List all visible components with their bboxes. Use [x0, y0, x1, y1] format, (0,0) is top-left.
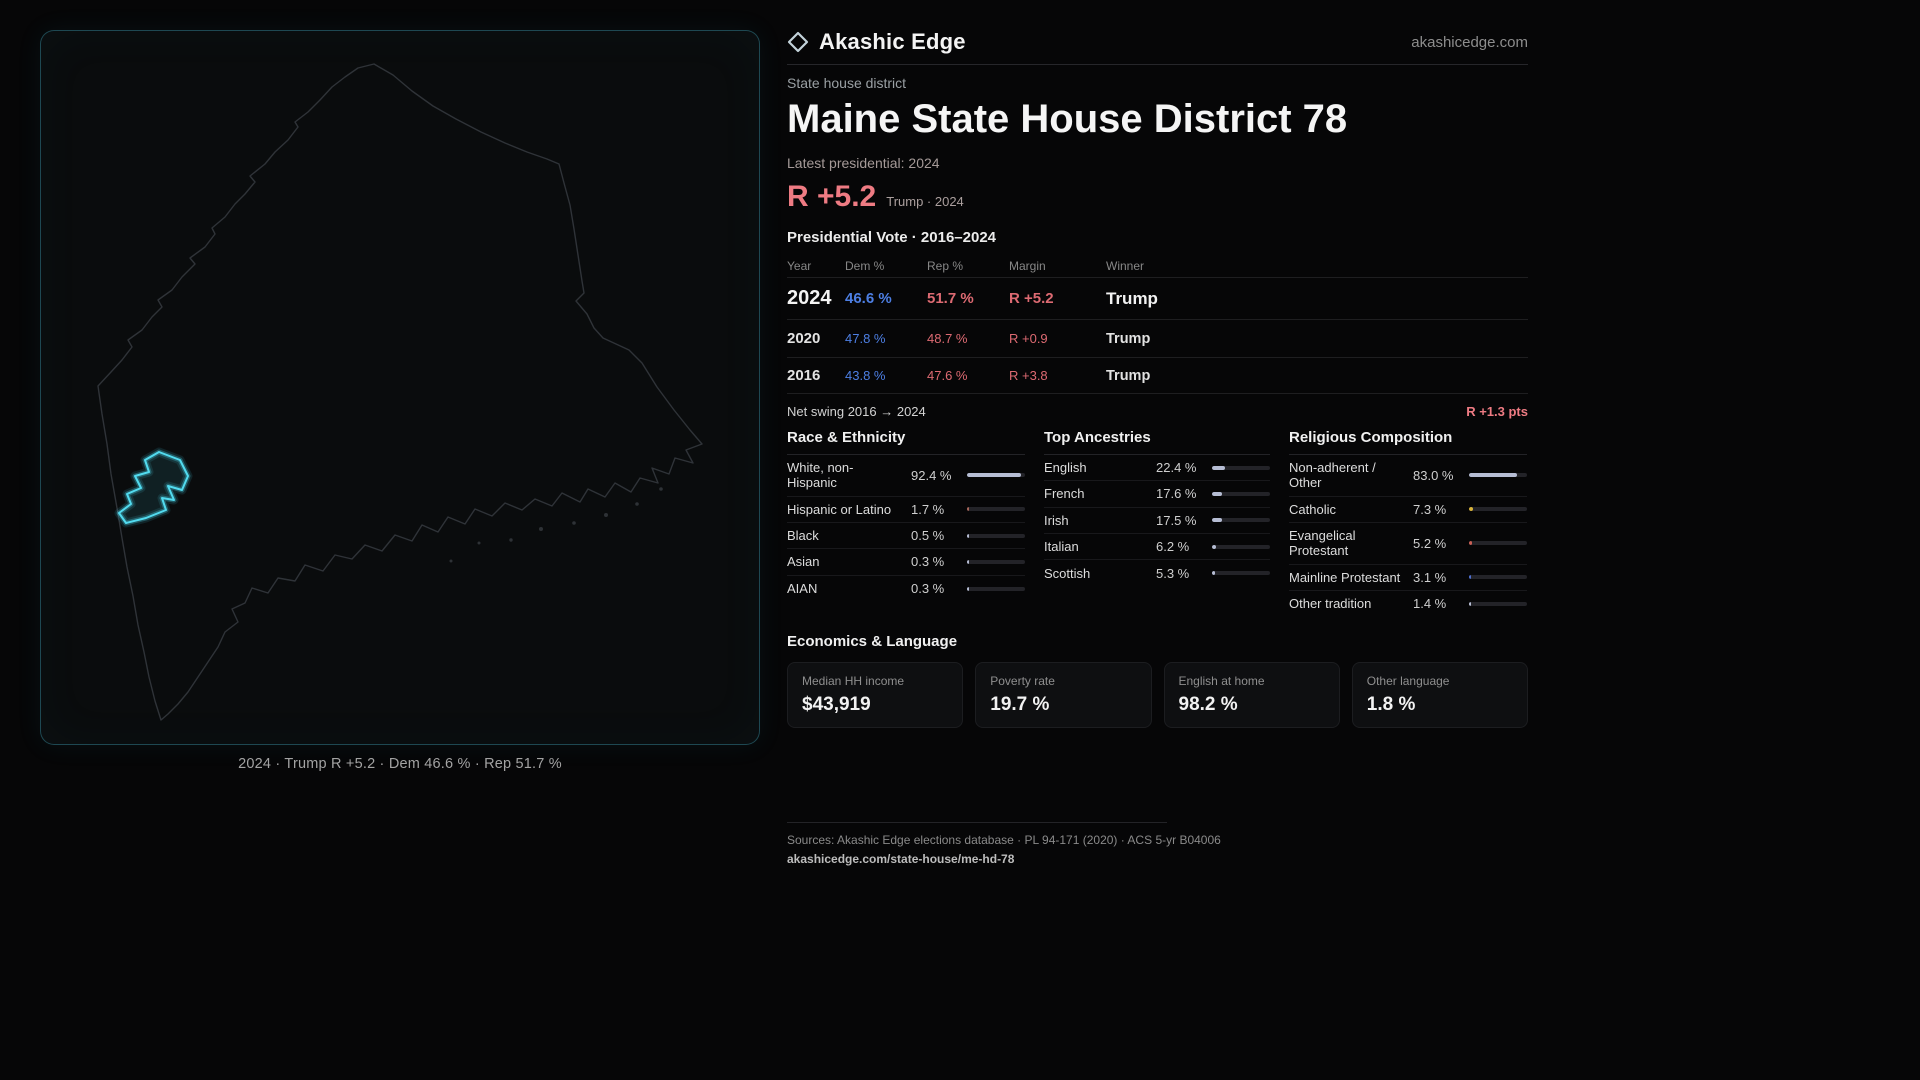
stat-bar — [967, 559, 1025, 564]
list-item: Irish 17.5 % — [1044, 508, 1270, 534]
stat-bar — [1469, 507, 1527, 512]
table-row: 2024 46.6 % 51.7 % R +5.2 Trump — [787, 278, 1528, 320]
net-swing-row: Net swing 2016 → 2024 R +1.3 pts — [787, 394, 1528, 425]
stat-bar — [967, 473, 1025, 478]
list-item: Asian 0.3 % — [787, 549, 1025, 576]
list-item: French 17.6 % — [1044, 481, 1270, 508]
col-dem: Dem % — [845, 258, 885, 273]
margin-context: Trump · 2024 — [886, 194, 964, 209]
list-item: English 22.4 % — [1044, 455, 1270, 482]
maine-map — [97, 63, 703, 721]
permalink-url[interactable]: akashicedge.com/state-house/me-hd-78 — [787, 851, 1015, 866]
margin-cell: R +5.2 — [1009, 290, 1054, 307]
maine-state-outline — [97, 63, 703, 721]
table-row: 2020 47.8 % 48.7 % R +0.9 Trump — [787, 320, 1528, 358]
col-rep: Rep % — [927, 258, 964, 273]
year-cell: 2020 — [787, 330, 821, 347]
list-item: Other tradition 1.4 % — [1289, 591, 1527, 617]
footer: Sources: Akashic Edge elections database… — [787, 821, 1528, 866]
stat-bar — [1212, 544, 1270, 549]
rep-cell: 51.7 % — [927, 290, 974, 307]
race-ethnicity-title: Race & Ethnicity — [787, 429, 1025, 455]
margin-cell: R +3.8 — [1009, 368, 1048, 383]
ancestries-column: Top Ancestries English 22.4 % French 17.… — [1044, 429, 1270, 617]
economics-cards: Median HH income $43,919 Poverty rate 19… — [787, 661, 1528, 728]
stat-card-median-income: Median HH income $43,919 — [787, 661, 964, 728]
list-item: AIAN 0.3 % — [787, 576, 1025, 602]
stat-card-other-language: Other language 1.8 % — [1351, 661, 1528, 728]
list-item: Evangelical Protestant 5.2 % — [1289, 523, 1527, 565]
table-row: 2016 43.8 % 47.6 % R +3.8 Trump — [787, 358, 1528, 394]
net-swing-label: Net swing 2016 → 2024 — [787, 404, 926, 419]
district-map-panel — [40, 30, 760, 745]
dem-cell: 47.8 % — [845, 331, 886, 346]
stat-bar — [967, 507, 1025, 512]
margin-cell: R +0.9 — [1009, 331, 1048, 346]
list-item: White, non-Hispanic 92.4 % — [787, 455, 1025, 497]
list-item: Mainline Protestant 3.1 % — [1289, 565, 1527, 591]
year-cell: 2016 — [787, 367, 821, 384]
list-item: Italian 6.2 % — [1044, 534, 1270, 561]
page-title: Maine State House District 78 — [787, 97, 1348, 141]
list-item: Scottish 5.3 % — [1044, 560, 1270, 586]
map-caption: 2024 · Trump R +5.2 · Dem 46.6 % · Rep 5… — [238, 756, 562, 772]
economics-title: Economics & Language — [787, 632, 958, 650]
dem-cell: 46.6 % — [845, 290, 892, 307]
demographics-columns: Race & Ethnicity White, non-Hispanic 92.… — [787, 429, 1528, 617]
stat-bar — [1212, 518, 1270, 523]
brand-name: Akashic Edge — [819, 29, 966, 54]
brand-header: Akashic Edge akashicedge.com — [787, 24, 1528, 60]
diamond-logo-icon — [787, 31, 809, 53]
coastal-islands — [449, 487, 663, 563]
list-item: Black 0.5 % — [787, 523, 1025, 550]
stat-bar — [1212, 491, 1270, 496]
rep-cell: 48.7 % — [927, 331, 968, 346]
vote-table-header: Year Dem % Rep % Margin Winner — [787, 254, 1528, 278]
winner-cell: Trump — [1106, 288, 1158, 308]
net-swing-value: R +1.3 pts — [1466, 404, 1528, 419]
site-url-link[interactable]: akashicedge.com — [1411, 33, 1528, 51]
latest-presidential-label: Latest presidential: 2024 — [787, 155, 940, 171]
winner-cell: Trump — [1106, 330, 1151, 347]
dem-cell: 43.8 % — [845, 368, 886, 383]
list-item: Hispanic or Latino 1.7 % — [787, 497, 1025, 523]
stat-card-poverty-rate: Poverty rate 19.7 % — [975, 661, 1152, 728]
district-78-highlight — [114, 447, 193, 528]
list-item: Catholic 7.3 % — [1289, 497, 1527, 523]
stat-bar — [1212, 571, 1270, 576]
stat-bar — [967, 586, 1025, 591]
religion-column: Religious Composition Non-adherent / Oth… — [1289, 429, 1527, 617]
sources-note: Sources: Akashic Edge elections database… — [787, 832, 1221, 847]
stat-bar — [1469, 473, 1527, 478]
rep-cell: 47.6 % — [927, 368, 968, 383]
stat-bar — [1469, 541, 1527, 546]
stats-panel: Akashic Edge akashicedge.com State house… — [787, 24, 1528, 866]
vote-table-title: Presidential Vote · 2016–2024 — [787, 229, 997, 246]
race-ethnicity-column: Race & Ethnicity White, non-Hispanic 92.… — [787, 429, 1025, 617]
headline-margin: R +5.2 Trump · 2024 — [787, 179, 1528, 215]
religion-title: Religious Composition — [1289, 429, 1527, 455]
stat-bar — [967, 533, 1025, 538]
stat-bar — [1212, 465, 1270, 470]
district-type-kicker: State house district — [787, 75, 907, 91]
presidential-vote-table: Year Dem % Rep % Margin Winner 2024 46.6… — [787, 254, 1528, 394]
stat-bar — [1469, 601, 1527, 606]
year-cell: 2024 — [787, 287, 832, 309]
col-year: Year — [787, 258, 812, 273]
col-winner: Winner — [1106, 258, 1145, 273]
col-margin: Margin — [1009, 258, 1046, 273]
header-divider — [787, 64, 1528, 65]
stat-bar — [1469, 575, 1527, 580]
ancestries-title: Top Ancestries — [1044, 429, 1270, 455]
footer-divider — [787, 821, 1167, 823]
margin-value: R +5.2 — [787, 180, 877, 213]
list-item: Non-adherent / Other 83.0 % — [1289, 455, 1527, 497]
stat-card-english-at-home: English at home 98.2 % — [1163, 661, 1340, 728]
winner-cell: Trump — [1106, 367, 1151, 384]
